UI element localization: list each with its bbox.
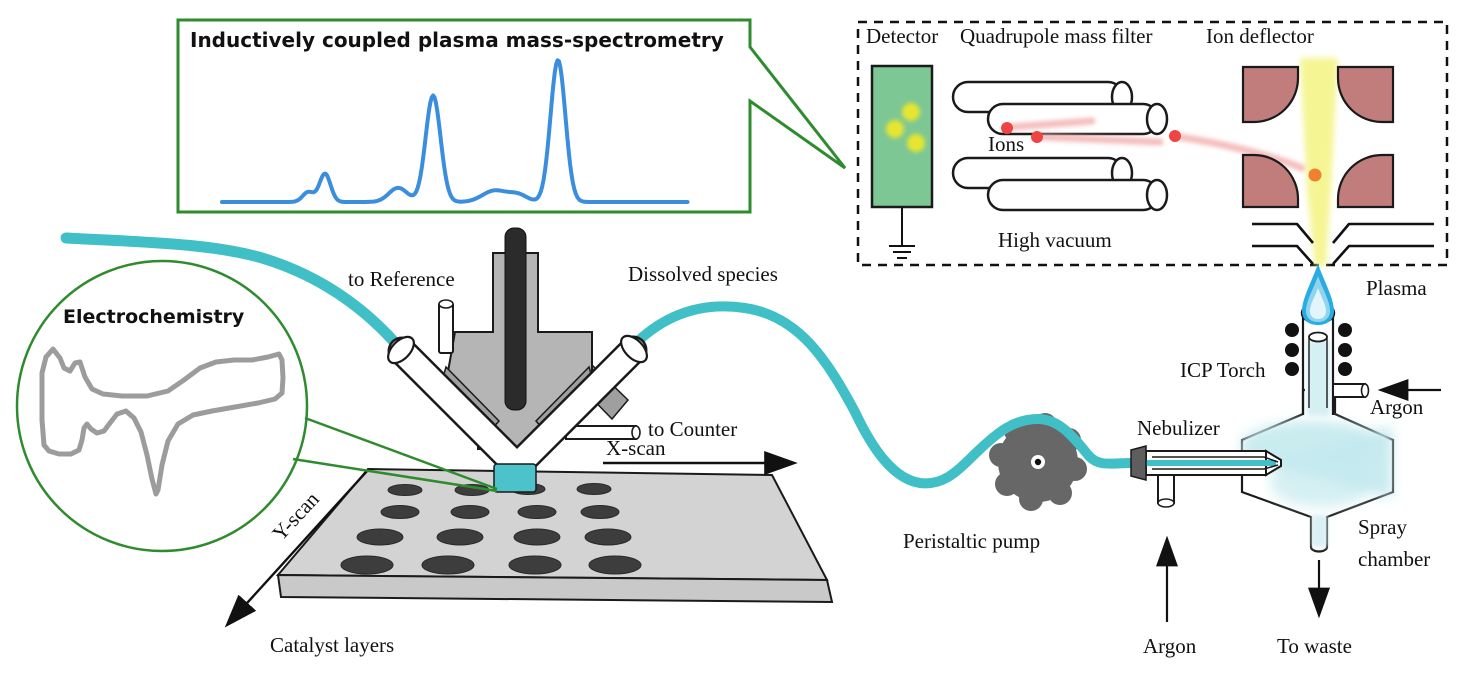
nebulizer-connector bbox=[1130, 445, 1147, 481]
peristaltic-pump-label: Peristaltic pump bbox=[903, 529, 1041, 553]
inlet-channel-mouth bbox=[387, 335, 415, 365]
quadrupole-rods bbox=[951, 80, 1169, 212]
high-vacuum-label: High vacuum bbox=[998, 228, 1112, 252]
pump-axle-dot bbox=[1034, 458, 1042, 466]
catalyst-layers-label: Catalyst layers bbox=[270, 633, 395, 657]
icp-torch-label: ICP Torch bbox=[1180, 358, 1266, 382]
cell-outlet-channel bbox=[510, 338, 645, 473]
icpms-panel-title: Inductively coupled plasma mass-spectrom… bbox=[190, 28, 724, 52]
icp-torch-assembly bbox=[1285, 264, 1370, 416]
catalyst-plate-front bbox=[276, 573, 834, 604]
deflected-ion-dot bbox=[1308, 168, 1322, 182]
ion-dots bbox=[1001, 122, 1181, 143]
nebulizer-label: Nebulizer bbox=[1137, 416, 1220, 440]
electrochemistry-panel-frame bbox=[15, 259, 309, 553]
argon-torch-label: Argon bbox=[1370, 395, 1424, 419]
to-waste-label: To waste bbox=[1277, 634, 1352, 658]
nebulizer-assembly bbox=[1128, 445, 1282, 508]
cyclic-voltammogram-trace bbox=[39, 346, 286, 497]
induction-coil-dots bbox=[1285, 323, 1352, 376]
detector-ion-hits bbox=[886, 103, 925, 152]
cell-inlet-channel bbox=[390, 339, 524, 473]
to-reference-label: to Reference bbox=[348, 267, 455, 291]
vacuum-chamber-outline bbox=[856, 20, 1449, 267]
ground-symbol-icon bbox=[889, 207, 915, 259]
electrolyte-contact-spot bbox=[493, 463, 537, 493]
spray-chamber-mist bbox=[1240, 421, 1392, 507]
ion-deflector-label: Ion deflector bbox=[1206, 24, 1314, 48]
to-counter-label: to Counter bbox=[648, 417, 738, 441]
working-electrode-rod bbox=[504, 227, 527, 411]
drain-mist bbox=[1312, 515, 1327, 547]
dissolved-species-tube bbox=[625, 301, 983, 489]
y-scan-arrow bbox=[224, 469, 369, 628]
electrolyte-inlet-tube bbox=[60, 232, 404, 352]
catalyst-spots bbox=[340, 483, 642, 575]
detector-plate bbox=[870, 64, 934, 209]
icpms-panel-frame bbox=[176, 18, 847, 214]
reference-port-tube bbox=[438, 302, 454, 354]
electrochemistry-callout-lines bbox=[292, 416, 498, 493]
icpms-signal-trace bbox=[220, 58, 690, 204]
x-scan-label: X-scan bbox=[606, 436, 666, 460]
plasma-label: Plasma bbox=[1366, 276, 1427, 300]
quadrupole-label: Quadrupole mass filter bbox=[960, 24, 1153, 48]
torch-interior-mist bbox=[1307, 340, 1330, 416]
electrochemistry-panel-title: Electrochemistry bbox=[63, 306, 245, 328]
ion-deflector-electrodes bbox=[1241, 65, 1395, 209]
sampler-skimmer-cones bbox=[1252, 222, 1434, 265]
detector-label: Detector bbox=[866, 24, 939, 48]
ions-label: Ions bbox=[988, 132, 1025, 156]
scanning-flow-cell bbox=[387, 227, 648, 493]
torch-gas-arm bbox=[1332, 383, 1366, 398]
dissolved-species-label: Dissolved species bbox=[628, 262, 778, 286]
torch-inner-tube-mouth bbox=[1308, 331, 1328, 343]
outlet-channel-mouth bbox=[620, 334, 648, 364]
argon-nebulizer-label: Argon bbox=[1143, 634, 1197, 658]
plasma-flame bbox=[1302, 264, 1334, 325]
spray-chamber-label: Spray chamber bbox=[1358, 515, 1431, 571]
plasma-beam bbox=[1300, 58, 1338, 266]
pump-tube-wrap bbox=[973, 413, 1136, 469]
ion-trails bbox=[1008, 117, 1306, 172]
